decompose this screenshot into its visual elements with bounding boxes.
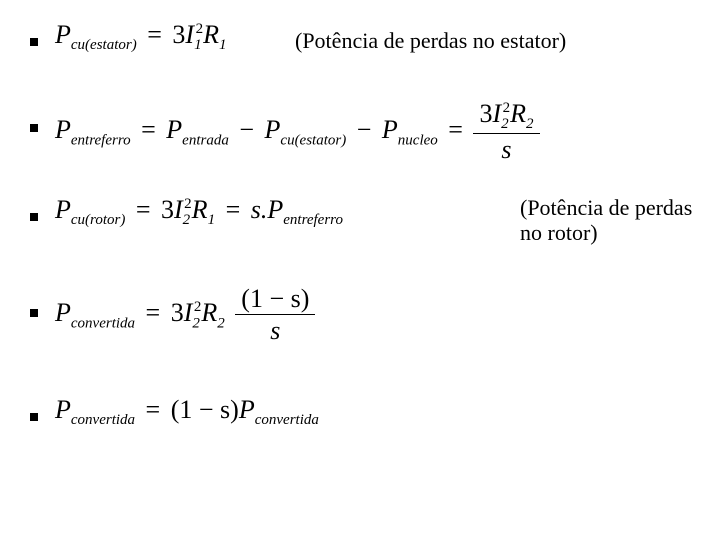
- s-dot: s.: [251, 195, 268, 224]
- fraction-3i2r2-over-s: 3I22R2 s: [473, 100, 539, 164]
- equals: =: [143, 20, 166, 49]
- var-P: P: [55, 20, 71, 49]
- equation-pcu-rotor: Pcu(rotor) = 3I22R1 = s.Pentreferro: [55, 195, 343, 229]
- var-R: R: [201, 298, 217, 327]
- sub-entreferro: entreferro: [283, 212, 343, 228]
- annotation-estator: (Potência de perdas no estator): [295, 28, 566, 54]
- annotation-rotor: (Potência de perdas no rotor): [520, 195, 692, 246]
- var-R: R: [510, 99, 526, 128]
- coef-3: 3: [161, 195, 174, 224]
- bullet-4: [30, 309, 38, 317]
- sup-2: 2: [196, 21, 204, 37]
- sub-convertida: convertida: [71, 412, 135, 428]
- annotation-rotor-line1: (Potência de perdas: [520, 195, 692, 220]
- bullet-5: [30, 413, 38, 421]
- fraction-1minus-s-over-s: (1 − s) s: [235, 285, 315, 345]
- sub-r2: 2: [217, 315, 225, 331]
- equation-pcu-estator: Pcu(estator) = 3I12R1: [55, 20, 226, 54]
- annotation-rotor-line2: no rotor): [520, 220, 598, 245]
- equals: =: [222, 195, 245, 224]
- sub-entrada: entrada: [182, 132, 229, 148]
- bullet-3: [30, 213, 38, 221]
- var-P: P: [55, 298, 71, 327]
- equals: =: [142, 395, 165, 424]
- equals: =: [142, 298, 165, 327]
- sub-cu-estator: cu(estator): [280, 132, 346, 148]
- bullet-2: [30, 124, 38, 132]
- sub-convertida: convertida: [255, 412, 319, 428]
- equals: =: [444, 115, 467, 144]
- equation-pconvertida-expanded: Pconvertida = 3I22R2 (1 − s) s: [55, 285, 315, 345]
- sub-r1: 1: [208, 212, 216, 228]
- sub-2: 2: [183, 212, 191, 228]
- sub-nucleo: nucleo: [398, 132, 438, 148]
- coef-3: 3: [172, 20, 185, 49]
- var-P: P: [166, 115, 182, 144]
- var-I: I: [492, 99, 501, 128]
- minus: −: [353, 115, 376, 144]
- sup-2: 2: [184, 196, 192, 212]
- den-s: s: [235, 315, 315, 346]
- var-R: R: [192, 195, 208, 224]
- var-I: I: [174, 195, 183, 224]
- var-P: P: [55, 195, 71, 224]
- bullet-1: [30, 38, 38, 46]
- var-I: I: [185, 20, 194, 49]
- equation-pentreferro: Pentreferro = Pentrada − Pcu(estator) − …: [55, 100, 540, 164]
- equals: =: [137, 115, 160, 144]
- var-R: R: [203, 20, 219, 49]
- var-P: P: [55, 395, 71, 424]
- sub-convertida: convertida: [71, 315, 135, 331]
- equation-pconvertida-compact: Pconvertida = (1 − s)Pconvertida: [55, 395, 319, 429]
- sub-2: 2: [501, 116, 509, 132]
- sub-r2: 2: [526, 116, 534, 132]
- coef-3: 3: [171, 298, 184, 327]
- var-P: P: [382, 115, 398, 144]
- coef-3: 3: [479, 99, 492, 128]
- var-P: P: [55, 115, 71, 144]
- equals: =: [132, 195, 155, 224]
- var-P: P: [265, 115, 281, 144]
- den-s: s: [473, 134, 539, 165]
- sub-entreferro: entreferro: [71, 132, 131, 148]
- sub-cu-estator: cu(estator): [71, 37, 137, 53]
- var-P: P: [239, 395, 255, 424]
- minus: −: [235, 115, 258, 144]
- sub-r1: 1: [219, 37, 227, 53]
- sub-1: 1: [194, 37, 202, 53]
- sup-2: 2: [503, 100, 511, 116]
- paren-1-minus-s: (1 − s): [171, 395, 239, 424]
- num-1-minus-s: (1 − s): [235, 285, 315, 315]
- sub-2: 2: [192, 315, 200, 331]
- var-P: P: [267, 195, 283, 224]
- sub-cu-rotor: cu(rotor): [71, 212, 125, 228]
